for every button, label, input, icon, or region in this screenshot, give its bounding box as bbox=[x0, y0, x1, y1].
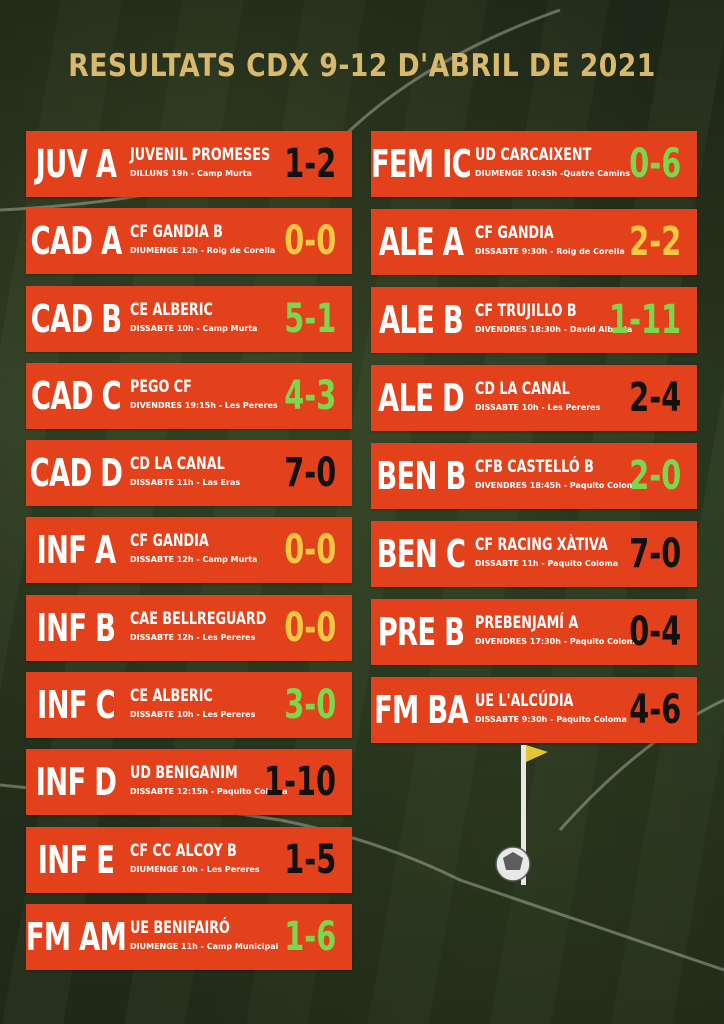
match-score: 1-2 bbox=[283, 141, 336, 187]
result-card: INF D UD BENIGANIM DISSABTE 12:15h - Paqui… bbox=[26, 749, 352, 816]
opponent-team-name: PEGO CF bbox=[130, 376, 192, 397]
opponent-team-name: CF GANDIA bbox=[475, 223, 554, 243]
opponent-team-name: UE L'ALCÚDIA bbox=[475, 691, 574, 711]
result-card: FEM IC UD CARCAIXENT DIUMENGE 10:45h -Quat… bbox=[371, 131, 697, 197]
match-day-venue: DISSABTE 10h - Les Pereres bbox=[130, 710, 256, 720]
result-card: BEN B CFB CASTELLÓ B DIVENDRES 18:45h - Pa… bbox=[371, 443, 697, 509]
result-card: ALE A CF GANDIA DISSABTE 9:30h - Roig de C… bbox=[371, 209, 697, 275]
match-day-venue: DISSABTE 10h - Les Pereres bbox=[475, 403, 601, 412]
match-day-venue: DISSABTE 12h - Camp Murta bbox=[130, 555, 258, 565]
match-day-venue: DIUMENGE 10h - Les Pereres bbox=[130, 864, 260, 874]
team-category-code: CAD A bbox=[30, 219, 122, 264]
match-score: 4-3 bbox=[283, 372, 336, 419]
result-card: ALE B CF TRUJILLO B DIVENDRES 18:30h - Dav… bbox=[371, 287, 697, 353]
result-card: ALE D CD LA CANAL DISSABTE 10h - Les Perer… bbox=[371, 365, 697, 431]
team-category-code: FEM IC bbox=[370, 142, 472, 186]
opponent-team-name: CF GANDIA B bbox=[130, 222, 223, 243]
team-category-code: JUV A bbox=[35, 142, 117, 186]
opponent-team-name: CF RACING XÀTIVA bbox=[475, 535, 608, 555]
opponent-team-name: UD CARCAIXENT bbox=[475, 145, 592, 165]
match-day-venue: DILLUNS 19h - Camp Murta bbox=[130, 169, 252, 178]
result-card: BEN C CF RACING XÀTIVA DISSABTE 11h - Paqu… bbox=[371, 521, 697, 587]
match-day-venue: DISSABTE 11h - Las Eras bbox=[130, 478, 241, 488]
result-card: INF C CE ALBERIC DISSABTE 10h - Les Perere… bbox=[26, 672, 352, 739]
match-score: 1-11 bbox=[608, 297, 681, 343]
match-day-venue: DISSABTE 11h - Paquito Coloma bbox=[475, 559, 619, 568]
result-card: FM AM UE BENIFAIRÓ DIUMENGE 11h - Camp Mun… bbox=[25, 903, 352, 970]
match-day-venue: DISSABTE 12h - Les Pereres bbox=[130, 632, 256, 642]
match-day-venue: DIVENDRES 17:30h - Paquito Coloma bbox=[475, 637, 641, 646]
result-card: FM BA UE L'ALCÚDIA DISSABTE 9:30h - Paquit… bbox=[371, 677, 697, 743]
team-category-code: BEN C bbox=[376, 532, 466, 576]
match-day-venue: DIUMENGE 10:45h -Quatre Camins bbox=[475, 169, 630, 178]
team-category-code: INF A bbox=[36, 528, 117, 573]
result-card: CAD C PEGO CF DIVENDRES 19:15h - Les Perer… bbox=[26, 362, 352, 429]
opponent-team-name: CE ALBERIC bbox=[130, 299, 213, 320]
match-score: 3-0 bbox=[283, 682, 336, 729]
match-day-venue: DISSABTE 9:30h - Paquito Coloma bbox=[475, 715, 627, 724]
page-title: RESULTATS CDX 9-12 D'ABRIL DE 2021 bbox=[68, 48, 656, 84]
team-category-code: BEN B bbox=[376, 454, 466, 498]
opponent-team-name: PREBENJAMÍ A bbox=[475, 613, 579, 633]
opponent-team-name: CD LA CANAL bbox=[130, 454, 225, 475]
opponent-team-name: CFB CASTELLÓ B bbox=[475, 457, 594, 477]
opponent-team-name: CAE BELLREGUARD bbox=[130, 608, 267, 629]
result-card: CAD A CF GANDIA B DIUMENGE 12h - Roig de C… bbox=[26, 208, 352, 275]
result-card: JUV A JUVENIL PROMESES DILLUNS 19h - Camp … bbox=[26, 131, 352, 197]
match-score: 5-1 bbox=[283, 295, 336, 342]
opponent-team-name: UE BENIFAIRÓ bbox=[130, 917, 230, 938]
opponent-team-name: CF TRUJILLO B bbox=[475, 301, 577, 321]
result-card: INF B CAE BELLREGUARD DISSABTE 12h - Les P… bbox=[26, 594, 352, 661]
corner-flag bbox=[521, 745, 548, 885]
results-column-left: JUV A JUVENIL PROMESES DILLUNS 19h - Camp … bbox=[26, 131, 352, 981]
match-score: 2-2 bbox=[628, 219, 681, 265]
opponent-team-name: UD BENIGANIM bbox=[130, 763, 238, 784]
team-category-code: INF B bbox=[36, 605, 116, 650]
match-day-venue: DIUMENGE 12h - Roig de Corella bbox=[130, 246, 276, 256]
results-column-right: FEM IC UD CARCAIXENT DIUMENGE 10:45h -Quat… bbox=[371, 131, 697, 755]
opponent-team-name: CD LA CANAL bbox=[475, 379, 570, 399]
match-day-venue: DIVENDRES 18:30h - David Albelda bbox=[475, 325, 633, 334]
result-card: CAD D CD LA CANAL DISSABTE 11h - Las Eras 7… bbox=[26, 440, 352, 507]
match-score: 0-0 bbox=[283, 218, 336, 265]
opponent-team-name: CF GANDIA bbox=[130, 531, 209, 552]
match-score: 1-6 bbox=[283, 913, 336, 960]
opponent-team-name: CE ALBERIC bbox=[130, 686, 213, 707]
team-category-code: CAD C bbox=[31, 373, 122, 418]
match-day-venue: DISSABTE 12:15h - Paquito Coloma bbox=[130, 787, 288, 797]
match-day-venue: DIVENDRES 18:45h - Paquito Coloma bbox=[475, 481, 641, 490]
team-category-code: CAD B bbox=[30, 296, 122, 341]
team-category-code: CAD D bbox=[29, 451, 123, 496]
match-day-venue: DISSABTE 10h - Camp Murta bbox=[130, 323, 258, 333]
match-score: 7-0 bbox=[628, 531, 681, 577]
team-category-code: FM AM bbox=[25, 914, 127, 959]
opponent-team-name: JUVENIL PROMESES bbox=[130, 145, 271, 165]
match-score: 7-0 bbox=[283, 450, 336, 497]
team-category-code: INF C bbox=[37, 683, 116, 728]
result-card: INF A CF GANDIA DISSABTE 12h - Camp Murta 0… bbox=[26, 517, 352, 584]
team-category-code: PRE B bbox=[377, 610, 465, 654]
result-card: INF E CF CC ALCOY B DIUMENGE 10h - Les Per… bbox=[26, 826, 352, 893]
team-category-code: ALE B bbox=[378, 298, 464, 342]
match-day-venue: DIVENDRES 19:15h - Les Pereres bbox=[130, 400, 278, 410]
match-score: 0-0 bbox=[283, 527, 336, 574]
match-score: 1-10 bbox=[263, 759, 336, 806]
match-score: 0-4 bbox=[628, 609, 681, 655]
match-score: 0-6 bbox=[628, 141, 681, 187]
match-score: 4-6 bbox=[628, 687, 681, 733]
team-category-code: ALE A bbox=[378, 220, 464, 264]
match-day-venue: DISSABTE 9:30h - Roig de Corella bbox=[475, 247, 625, 256]
match-score: 2-0 bbox=[628, 453, 681, 499]
result-card: CAD B CE ALBERIC DISSABTE 10h - Camp Murta… bbox=[26, 285, 352, 352]
match-score: 0-0 bbox=[283, 604, 336, 651]
match-score: 2-4 bbox=[628, 375, 681, 421]
match-score: 1-5 bbox=[283, 836, 336, 883]
match-day-venue: DIUMENGE 11h - Camp Municipal bbox=[130, 941, 279, 951]
opponent-team-name: CF CC ALCOY B bbox=[130, 840, 237, 861]
team-category-code: FM BA bbox=[374, 688, 469, 732]
result-card: PRE B PREBENJAMÍ A DIVENDRES 17:30h - Paqu… bbox=[371, 599, 697, 665]
team-category-code: INF E bbox=[37, 837, 115, 882]
team-category-code: ALE D bbox=[378, 376, 465, 420]
team-category-code: INF D bbox=[35, 760, 117, 805]
